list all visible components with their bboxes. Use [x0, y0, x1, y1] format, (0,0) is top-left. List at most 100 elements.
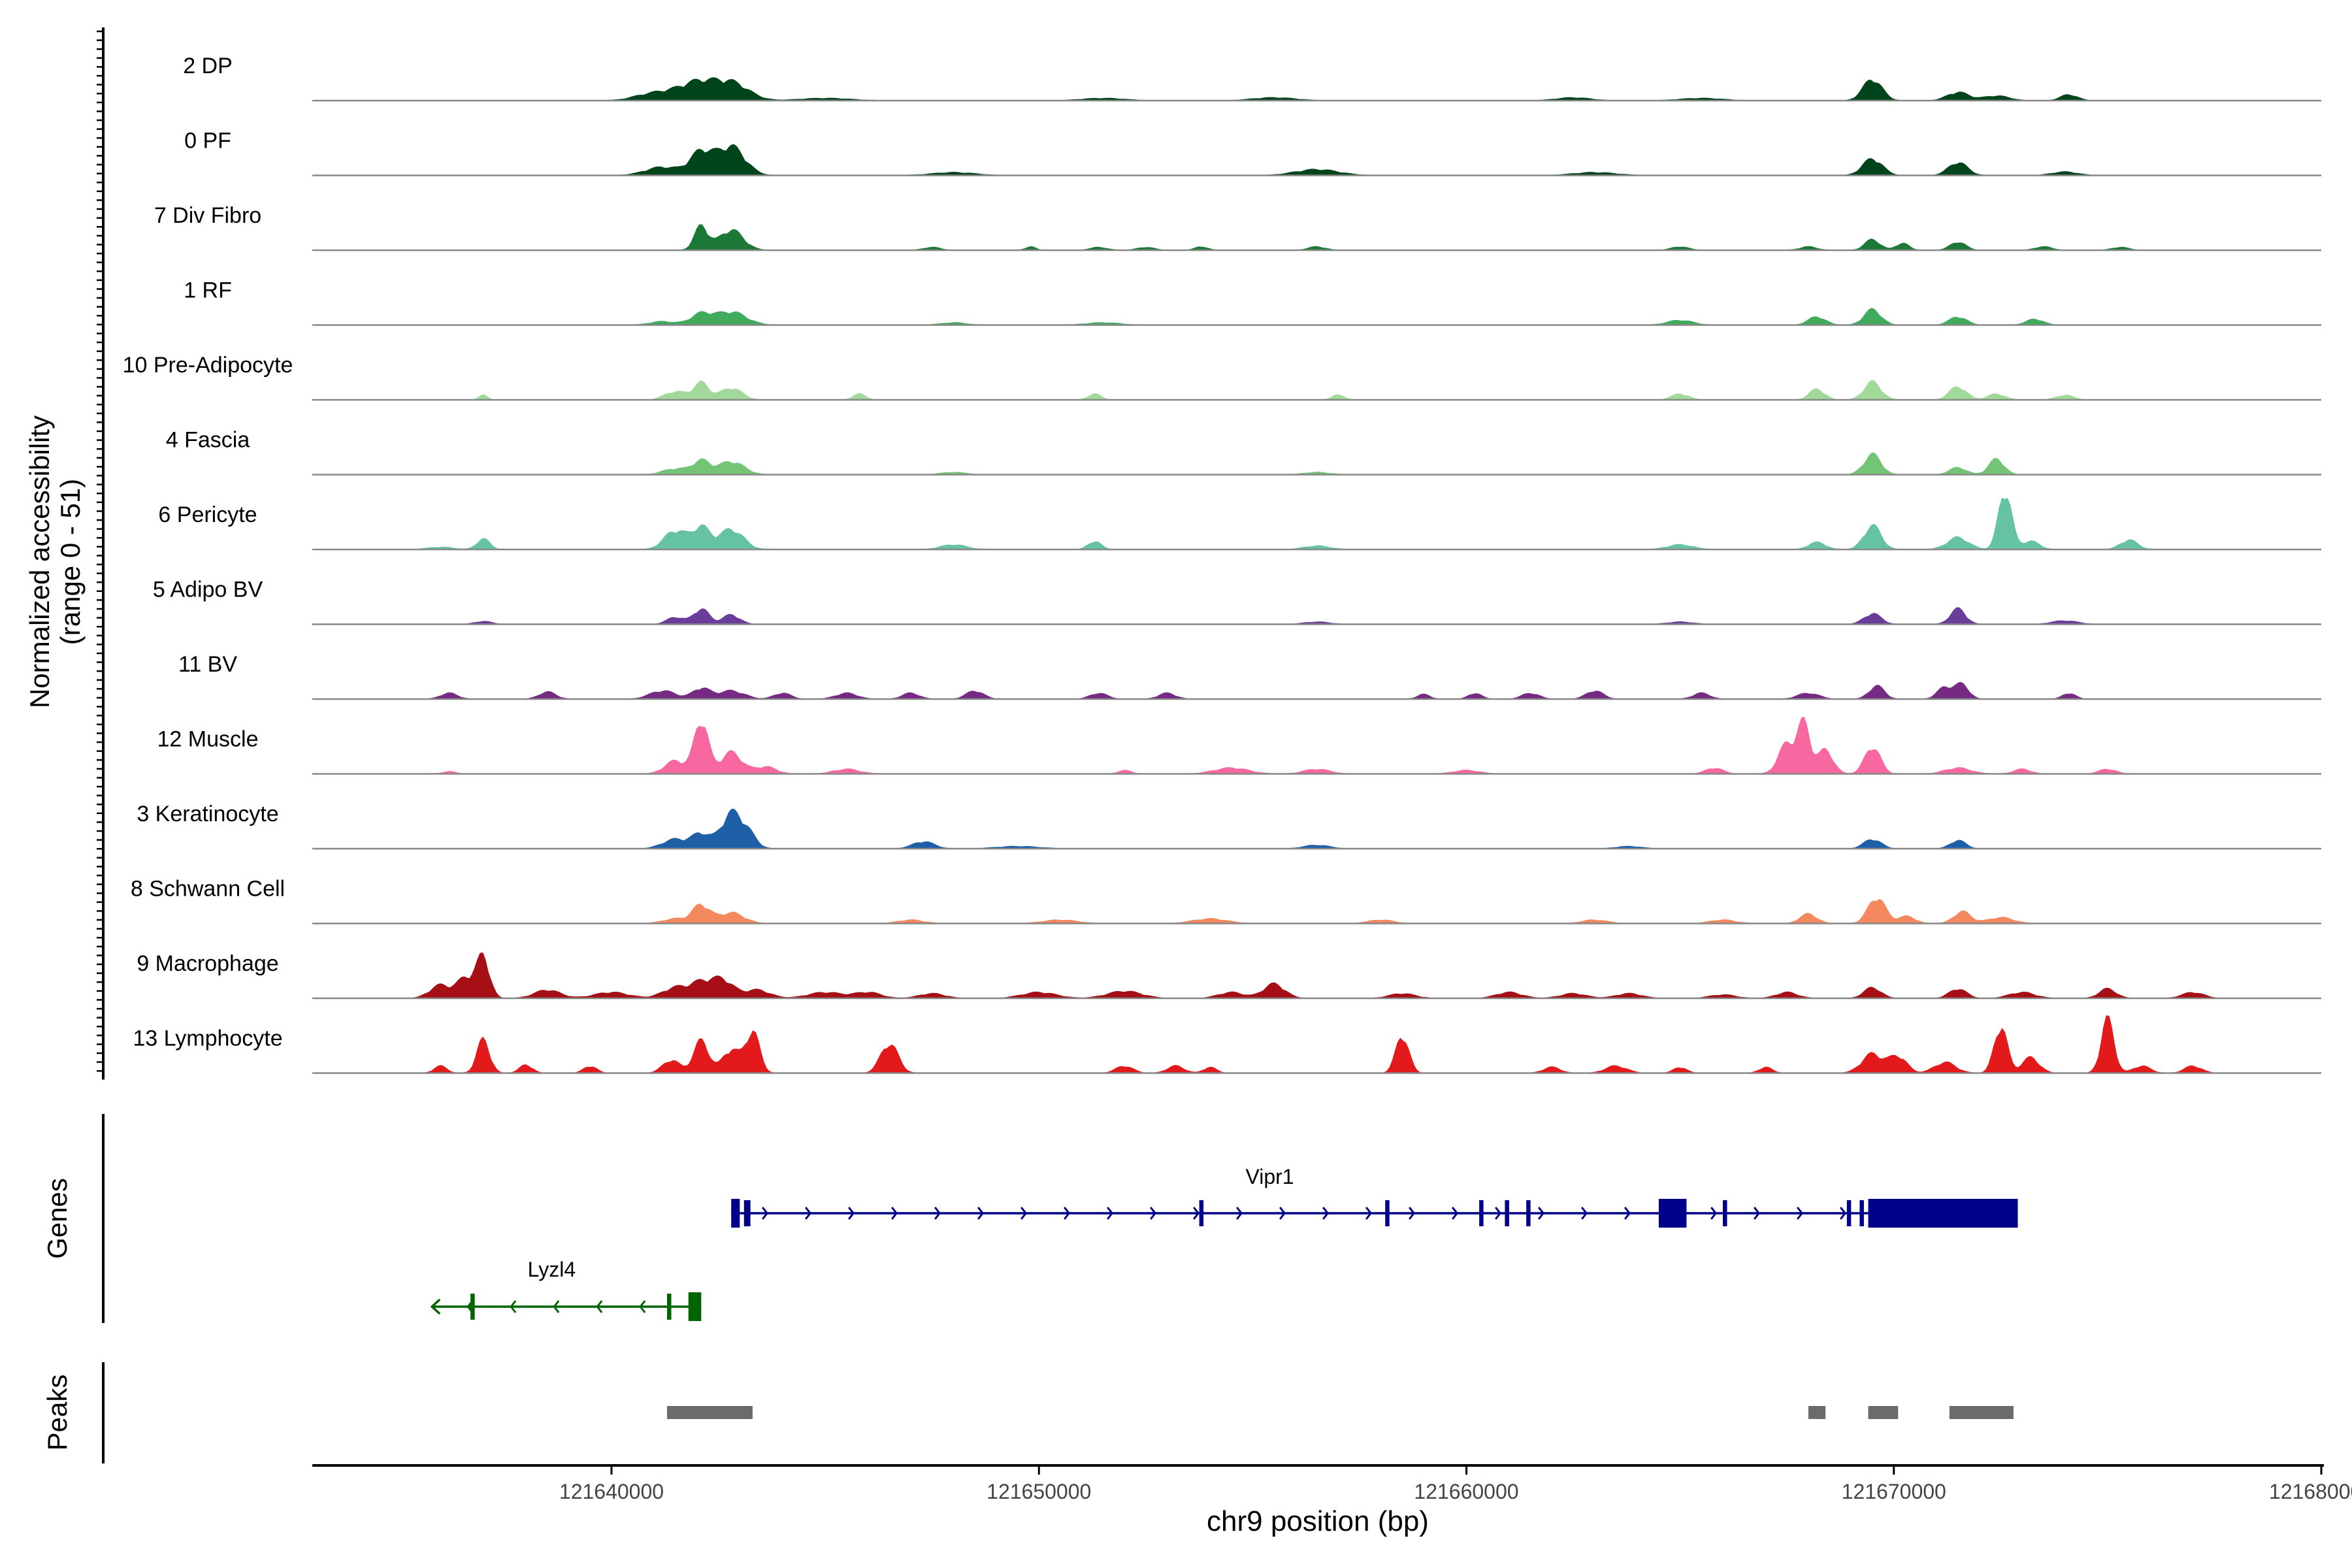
track-label: 6 Pericyte	[158, 502, 257, 527]
peaks-panel-label: Peaks	[42, 1375, 73, 1451]
track-12: 8 Schwann Cell	[131, 877, 2321, 924]
track-label: 13 Lymphocyte	[133, 1026, 282, 1051]
track-6: 4 Fascia	[166, 428, 2321, 476]
coverage-area	[346, 308, 2219, 325]
track-14: 13 Lymphocyte	[133, 1015, 2321, 1074]
strand-arrow	[1753, 1207, 1761, 1220]
strand-arrow	[1365, 1207, 1373, 1220]
track-8: 5 Adipo BV	[153, 578, 2321, 625]
gene-exon	[667, 1294, 672, 1320]
gene-exon	[688, 1292, 702, 1321]
x-axis-label: chr9 position (bp)	[1207, 1505, 1429, 1537]
strand-arrow	[1192, 1207, 1200, 1220]
track-4: 1 RF	[184, 278, 2321, 326]
strand-arrow	[1796, 1207, 1804, 1220]
track-label: 0 PF	[184, 129, 231, 154]
track-label: 4 Fascia	[166, 428, 250, 453]
track-label: 3 Keratinocyte	[137, 802, 278, 826]
gene-exon	[1385, 1200, 1390, 1226]
track-label: 5 Adipo BV	[153, 578, 263, 602]
gene-exon	[1479, 1200, 1484, 1226]
coverage-area	[346, 899, 2219, 924]
coverage-area	[346, 224, 2219, 251]
gene-exon	[1658, 1199, 1687, 1228]
strand-arrow	[430, 1298, 441, 1315]
strand-arrow	[1235, 1207, 1243, 1220]
x-tick-label: 121680000	[2269, 1480, 2352, 1503]
x-tick-label: 121640000	[559, 1480, 664, 1503]
strand-arrow	[1020, 1207, 1028, 1220]
coverage-area	[346, 681, 2219, 700]
gene-name-label: Vipr1	[1245, 1165, 1294, 1188]
track-label: 8 Schwann Cell	[131, 877, 285, 902]
coverage-area	[346, 953, 2219, 999]
strand-arrow	[639, 1300, 646, 1313]
track-label: 1 RF	[184, 278, 232, 303]
strand-arrow	[1322, 1207, 1330, 1220]
gene-lyzl4: Lyzl4	[430, 1258, 702, 1321]
strand-arrow	[890, 1207, 898, 1220]
track-label: 2 DP	[183, 54, 233, 78]
coverage-area	[346, 808, 2219, 849]
track-13: 9 Macrophage	[137, 951, 2321, 1000]
gene-exon	[731, 1199, 740, 1228]
accessibility-tracks: 2 DP 0 PF 7 Div Fibro 1 RF 10 Pre-Adipocyte 4…	[123, 54, 2321, 1074]
peak-region	[1868, 1406, 1899, 1419]
strand-arrow	[1451, 1207, 1459, 1220]
track-5: 10 Pre-Adipocyte	[123, 353, 2321, 401]
strand-arrow	[977, 1207, 985, 1220]
track-10: 12 Muscle	[157, 716, 2321, 775]
track-label: 10 Pre-Adipocyte	[123, 353, 293, 378]
strand-arrow	[761, 1207, 769, 1220]
strand-arrow	[510, 1300, 517, 1313]
strand-arrow	[1279, 1207, 1286, 1220]
strand-arrow	[804, 1207, 812, 1220]
gene-exon	[1199, 1200, 1204, 1226]
coverage-area	[346, 1015, 2219, 1073]
gene-vipr1: Vipr1	[731, 1165, 2018, 1228]
track-3: 7 Div Fibro	[154, 203, 2321, 252]
coverage-area	[346, 452, 2219, 475]
strand-arrow	[1408, 1207, 1416, 1220]
track-label: 11 BV	[178, 652, 237, 677]
coverage-area	[346, 144, 2219, 176]
strand-arrow	[1063, 1207, 1071, 1220]
gene-exon	[1723, 1200, 1727, 1226]
strand-arrow	[1494, 1207, 1502, 1220]
gene-exon	[1846, 1200, 1852, 1226]
y-axis	[97, 27, 105, 1080]
peak-region	[1808, 1406, 1826, 1419]
gene-exon	[1868, 1199, 2018, 1228]
strand-arrow	[1624, 1207, 1631, 1220]
gene-exon	[743, 1200, 751, 1226]
x-axis: 121640000 121650000 121660000 121670000 1216…	[312, 1464, 2352, 1503]
coverage-area	[346, 498, 2219, 550]
strand-arrow	[553, 1300, 560, 1313]
strand-arrow	[1580, 1207, 1588, 1220]
gene-annotation-panel: Vipr1 Lyzl4	[430, 1165, 2018, 1321]
track-label: 7 Div Fibro	[154, 203, 261, 228]
peaks-panel	[667, 1406, 2014, 1419]
x-tick-label: 121660000	[1414, 1480, 1518, 1503]
strand-arrow	[847, 1207, 855, 1220]
track-9: 11 BV	[178, 652, 2321, 700]
gene-exon	[1859, 1200, 1864, 1226]
gene-exon	[1526, 1200, 1531, 1226]
coverage-area	[346, 607, 2219, 625]
strand-arrow	[1106, 1207, 1114, 1220]
coverage-area	[346, 380, 2219, 400]
y-axis-label-line2: (range 0 - 51)	[55, 479, 86, 645]
strand-arrow	[1839, 1207, 1847, 1220]
strand-arrow	[1149, 1207, 1157, 1220]
gene-name-label: Lyzl4	[528, 1258, 576, 1281]
strand-arrow	[1537, 1207, 1545, 1220]
track-2: 0 PF	[184, 129, 2321, 176]
genes-panel-label: Genes	[42, 1178, 73, 1259]
track-label: 12 Muscle	[157, 727, 259, 752]
coverage-area	[346, 716, 2219, 774]
strand-arrow	[1710, 1207, 1718, 1220]
x-tick-label: 121670000	[1842, 1480, 1946, 1503]
track-1: 2 DP	[183, 54, 2321, 102]
x-tick-label: 121650000	[987, 1480, 1091, 1503]
